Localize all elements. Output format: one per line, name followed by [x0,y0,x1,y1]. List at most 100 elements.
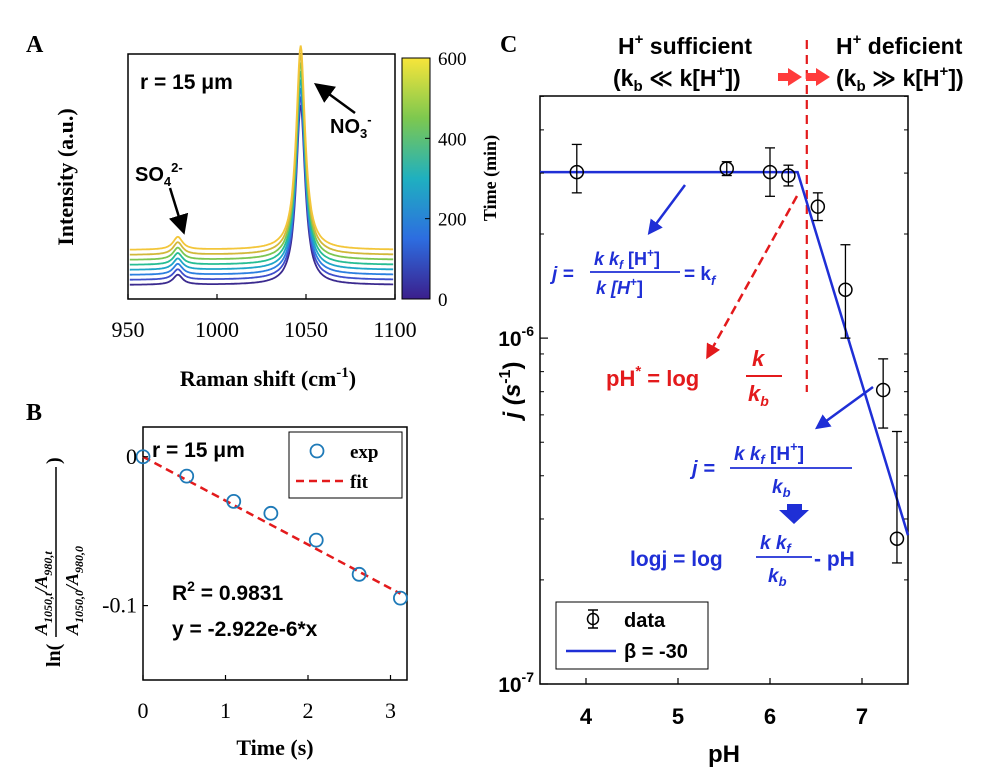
so4-arrow [168,187,189,235]
panel-a-xlabel: Raman shift (cm-1) [180,365,356,391]
x-tick-label: 0 [138,698,149,723]
svg-text:j =: j = [549,264,574,285]
colorbar-ticks: 0 200 400 600 [425,49,467,311]
spectrum-curve [129,62,394,261]
panel-b-ticks: 0 1 2 3 0 -0.1 [102,444,396,723]
x-tick-label: 2 [303,698,314,723]
colorbar-tick-label: 600 [438,49,467,70]
exp-point [263,505,279,521]
spectrum-curve [129,79,394,271]
data-point [875,382,891,398]
panel-c: C 4 5 6 7 10-6 10-7 H+ sufficient (kb ≪ k[H+]… [497,31,964,768]
panel-c-plot [540,40,910,564]
ph-star-arrow [706,195,799,360]
data-point [569,164,585,180]
spectrum-curve [129,96,394,281]
exp-point [351,566,367,582]
equation-log-j: logj = log k kf kb - pH [630,533,855,589]
panel-c-ticks: 4 5 6 7 10-6 10-7 [498,95,908,729]
legend-fit-label: fit [350,472,369,493]
colorbar-label: Time (min) [480,135,501,221]
colorbar-tick-label: 400 [438,129,467,150]
y-tick-label: -0.1 [102,593,137,618]
down-arrow-icon [779,504,809,524]
panel-c-axes [539,95,909,685]
svg-text:= kf: = kf [684,264,717,288]
panel-c-letter: C [500,32,517,58]
left-red-arrow-icon [778,68,802,86]
legend-beta-label: β = -30 [624,641,688,663]
x-tick-label: 1050 [284,317,328,342]
svg-text:ln(: ln( [43,643,65,667]
x-tick-label: 7 [856,704,868,729]
panel-a-xticks: 950 1000 1050 1100 [112,294,417,342]
h-sufficient-condition: (kb ≪ k[H+]) [613,63,741,95]
spectrum-curve [129,70,394,266]
panel-a-ylabel: Intensity (a.u.) [53,108,78,246]
no3-arrow [313,83,356,115]
panel-c-legend: data β = -30 [555,601,709,670]
panel-a: A 950 1000 1050 1100 r = 15 μm SO42- NO3- R… [26,32,501,391]
equation-h-sufficient: j = k kf [H+] k [H+] = kf [549,246,717,298]
data-point [810,199,826,214]
fit-equation: y = -2.922e-6*x [172,618,318,641]
x-tick-label: 1100 [373,317,416,342]
svg-text:logj = log: logj = log [630,548,723,571]
panel-c-xlabel: pH [708,741,740,768]
svg-text:k: k [752,346,766,371]
x-tick-label: 3 [385,698,396,723]
equation-ph-star: pH* = log k kb [606,346,782,409]
fit-line [142,455,401,595]
model-line [540,170,910,536]
panel-b: B 0 1 2 3 0 -0.1 r = 15 μm exp fit R2 = 0.983… [26,400,408,760]
panel-a-spectra [129,45,394,286]
panel-b-xlabel: Time (s) [236,735,313,760]
spectrum-curve [129,45,394,251]
data-point [781,168,796,183]
so4-annotation: SO42- [135,160,183,189]
x-tick-label: 1000 [195,317,239,342]
spectrum-curve [129,104,394,286]
svg-text:j =: j = [689,458,715,480]
panel-b-r-label: r = 15 μm [152,439,245,462]
svg-text:k [H+]: k [H+] [596,275,643,298]
colorbar-tick-label: 200 [438,210,467,231]
x-tick-label: 4 [580,704,593,729]
h-sufficient-title: H+ sufficient [618,31,752,59]
svg-text:kb: kb [748,381,769,409]
legend-data-label: data [624,610,666,632]
exp-point [392,590,408,606]
svg-text:): ) [43,457,65,464]
colorbar [401,57,431,300]
spectrum-curve [129,87,394,276]
svg-text:k kf: k kf [760,533,792,556]
svg-text:k kf [H+]: k kf [H+] [594,246,660,272]
eq1-arrow [647,184,687,236]
h-deficient-condition: (kb ≫ k[H+]) [836,63,964,95]
panel-a-r-label: r = 15 μm [140,71,233,94]
svg-text:- pH: - pH [814,548,855,571]
legend-data-marker [586,612,600,626]
svg-text:pH* = log: pH* = log [606,363,699,391]
y-tick-label: 0 [126,444,137,469]
h-deficient-title: H+ deficient [836,31,963,59]
panel-c-ylabel: j (s-1) [497,362,526,422]
data-point [719,161,735,176]
data-point [762,164,778,180]
exp-point [308,532,324,548]
exp-point [179,468,195,484]
panel-b-ylabel: ln( A1050,t/A980,t A1050,0/A980,0 ) [31,457,86,667]
legend-exp-label: exp [350,442,379,463]
svg-text:k kf [H+]: k kf [H+] [734,439,804,467]
y-tick-label: 10-6 [498,323,534,351]
panel-b-letter: B [26,400,42,426]
no3-annotation: NO3- [330,112,372,141]
svg-text:kb: kb [768,566,787,589]
exp-point [135,449,151,465]
x-tick-label: 6 [764,704,776,729]
x-tick-label: 950 [112,317,145,342]
panel-a-axes [127,53,396,300]
equation-h-deficient: j = k kf [H+] kb [689,439,852,500]
panel-b-legend: exp fit [288,431,403,499]
